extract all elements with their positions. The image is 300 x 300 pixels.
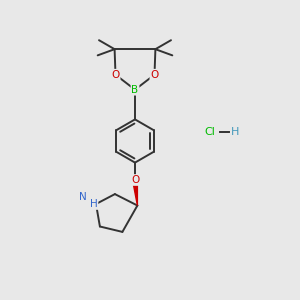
Text: O: O: [111, 70, 120, 80]
Text: Cl: Cl: [205, 127, 215, 137]
Text: O: O: [150, 70, 159, 80]
Text: N: N: [79, 191, 86, 202]
Text: B: B: [131, 85, 139, 95]
Text: O: O: [131, 175, 139, 185]
Text: H: H: [231, 127, 240, 137]
Text: H: H: [90, 199, 98, 209]
Polygon shape: [133, 180, 137, 206]
